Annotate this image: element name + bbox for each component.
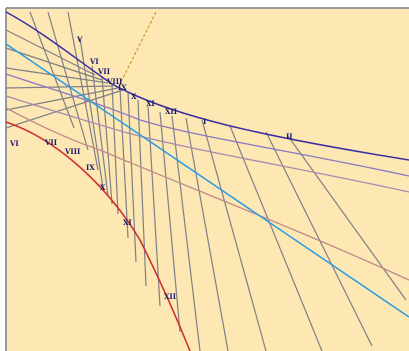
- hour-label: X: [100, 183, 106, 192]
- hour-label: I: [203, 117, 206, 126]
- hour-label: VI: [9, 139, 19, 148]
- hour-label: VII: [44, 138, 57, 147]
- hour-label: XI: [123, 218, 132, 227]
- hour-label: VIII: [64, 147, 80, 156]
- hour-label: V: [76, 35, 83, 44]
- hour-label: VII: [97, 67, 110, 76]
- hour-label: VI: [89, 57, 99, 66]
- hour-label: II: [286, 132, 293, 141]
- hour-label: XII: [165, 107, 177, 116]
- hour-label: IX: [86, 163, 95, 172]
- hour-label: XI: [146, 99, 155, 108]
- hour-label: X: [131, 92, 137, 101]
- hour-label: XII: [164, 292, 176, 301]
- hour-label: IX: [118, 83, 127, 92]
